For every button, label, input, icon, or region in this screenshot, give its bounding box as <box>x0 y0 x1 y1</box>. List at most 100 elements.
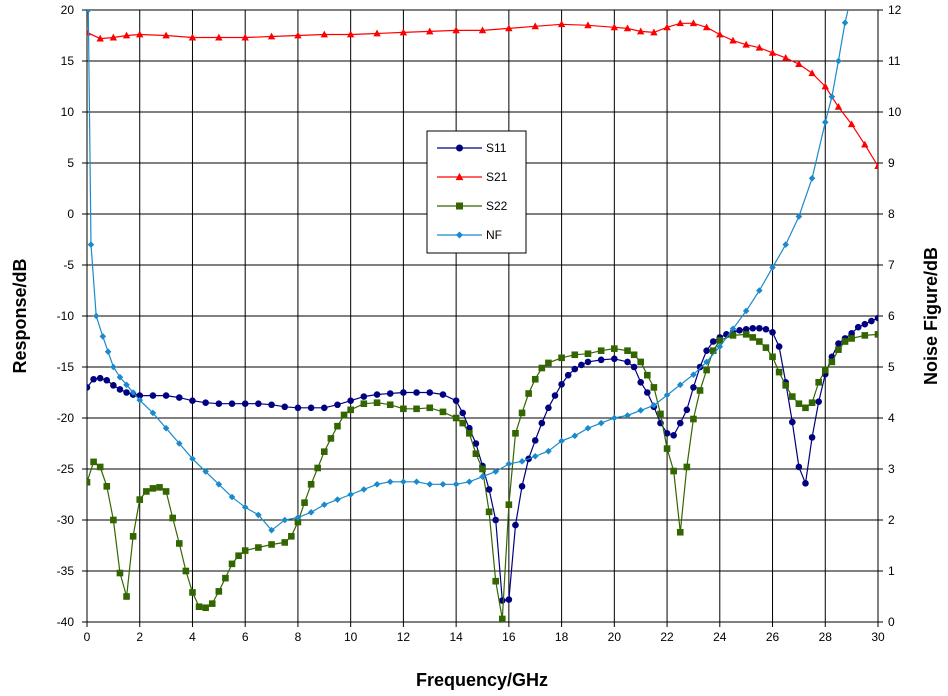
data-point-s22 <box>87 478 91 486</box>
x-tick-label: 4 <box>189 630 196 644</box>
data-point-nf <box>716 343 724 350</box>
x-tick-label: 10 <box>344 630 358 644</box>
x-axis-title: Frequency/GHz <box>416 670 548 690</box>
data-point-s21 <box>241 33 249 41</box>
y-tick-label: -10 <box>57 309 75 323</box>
data-point-nf <box>241 503 249 511</box>
data-point-s11 <box>215 400 223 408</box>
data-point-nf <box>729 325 737 333</box>
data-point-s21 <box>689 19 698 27</box>
y-tick-label: -40 <box>57 615 75 629</box>
data-point-s11 <box>663 430 671 437</box>
x-tick-label: 24 <box>713 630 727 644</box>
data-point-s22 <box>821 366 829 374</box>
data-point-s22 <box>334 422 341 430</box>
data-point-s11 <box>709 338 717 345</box>
legend-item-nf: NF <box>437 228 502 242</box>
x-tick-label: 2 <box>136 630 143 644</box>
x-tick-label: 22 <box>660 630 674 644</box>
data-point-nf <box>400 478 407 486</box>
data-point-nf <box>597 419 605 427</box>
data-point-s11 <box>775 343 783 350</box>
data-point-s22 <box>874 331 878 338</box>
data-point-s21 <box>610 23 619 31</box>
y2-tick-label: 12 <box>888 3 902 17</box>
x-tick-label: 0 <box>84 630 91 644</box>
data-point-s11 <box>848 330 855 337</box>
data-point-s11 <box>624 358 631 366</box>
x-tick-label: 6 <box>242 630 249 644</box>
x-tick-label: 8 <box>295 630 302 644</box>
data-point-s22 <box>347 406 354 414</box>
data-point-s21 <box>847 120 856 128</box>
data-point-s22 <box>545 359 552 367</box>
data-point-s22 <box>202 604 209 612</box>
data-point-s21 <box>320 30 328 38</box>
x-tick-label: 26 <box>766 630 780 644</box>
y-tick-label: -25 <box>57 462 75 476</box>
data-point-s11 <box>762 325 770 333</box>
data-point-s11 <box>769 329 776 336</box>
data-point-s11 <box>742 325 750 333</box>
y-tick-label: -15 <box>57 360 75 374</box>
data-point-nf <box>215 481 223 488</box>
data-point-s22 <box>756 338 763 345</box>
y2-tick-label: 7 <box>888 258 895 272</box>
data-point-s11 <box>373 391 381 398</box>
data-point-s11 <box>584 358 592 366</box>
data-point-s21 <box>294 31 302 39</box>
y2-tick-label: 1 <box>888 564 895 578</box>
data-point-s21 <box>122 31 131 39</box>
data-point-s11 <box>597 356 605 364</box>
data-point-s21 <box>676 19 684 27</box>
y-axis-title: Response/dB <box>10 258 30 373</box>
data-point-s22 <box>835 346 842 353</box>
data-point-nf <box>116 373 124 381</box>
data-point-s22 <box>795 400 803 408</box>
data-point-s22 <box>769 353 776 361</box>
data-point-s22 <box>327 435 335 442</box>
data-point-s21 <box>742 40 750 48</box>
legend-item-s11: S11 <box>437 141 507 155</box>
data-point-s22 <box>485 508 493 516</box>
data-point-s22 <box>611 345 618 352</box>
y2-tick-label: 10 <box>888 105 902 119</box>
data-point-s22 <box>742 331 750 338</box>
data-point-nf <box>742 307 750 315</box>
data-point-nf <box>347 491 354 498</box>
y-tick-label: -35 <box>57 564 75 578</box>
y2-tick-label: 8 <box>888 207 895 221</box>
data-point-s22 <box>802 404 809 412</box>
data-point-s11 <box>492 516 499 524</box>
data-point-s11 <box>162 392 170 399</box>
legend-label: NF <box>486 228 502 242</box>
data-point-s22 <box>690 415 697 423</box>
data-point-s11 <box>854 323 862 331</box>
grid <box>87 10 878 622</box>
data-point-nf <box>821 118 829 126</box>
data-point-s11 <box>90 375 97 383</box>
data-point-s21 <box>782 54 790 61</box>
data-point-nf <box>676 381 684 389</box>
data-point-s11 <box>472 440 480 447</box>
data-point-nf <box>413 478 420 486</box>
y2-tick-label: 9 <box>888 156 895 170</box>
data-point-s11 <box>578 361 585 369</box>
data-point-s22 <box>110 516 117 524</box>
data-point-s21 <box>162 31 170 39</box>
data-point-s22 <box>235 552 242 559</box>
data-point-s21 <box>729 36 737 44</box>
data-point-nf <box>104 348 112 355</box>
data-point-s11 <box>294 404 302 412</box>
data-point-s11 <box>874 314 878 322</box>
data-point-nf <box>584 424 592 432</box>
data-point-s22 <box>762 344 770 351</box>
data-point-s11 <box>202 399 209 407</box>
data-point-s22 <box>208 600 216 607</box>
data-point-nf <box>518 458 526 465</box>
data-point-s22 <box>571 351 579 359</box>
data-point-s11 <box>452 397 460 404</box>
y-tick-label: 15 <box>61 54 75 68</box>
data-point-nf <box>782 241 790 248</box>
